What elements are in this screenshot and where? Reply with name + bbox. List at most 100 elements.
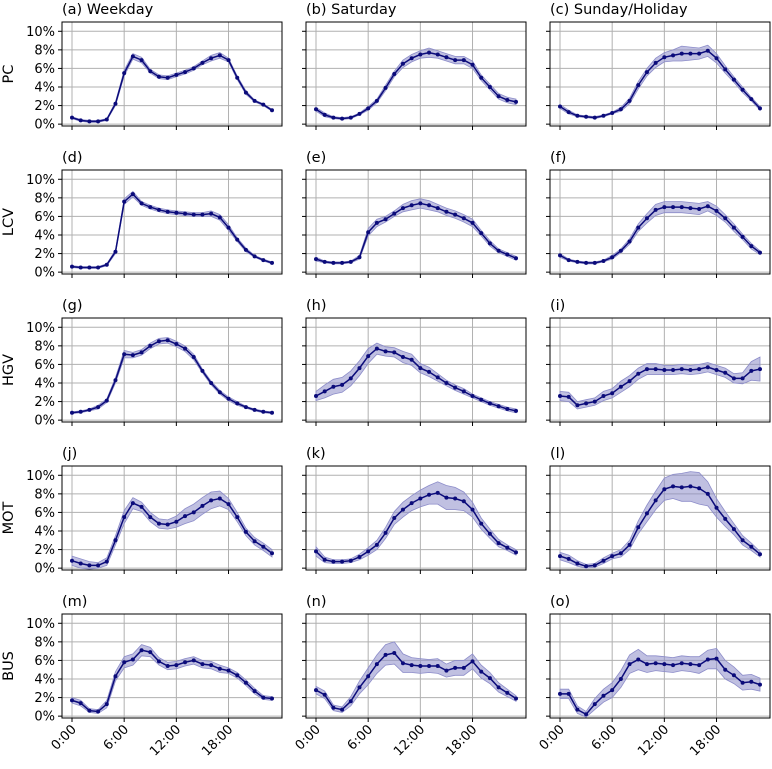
point [688,206,693,211]
point [444,668,449,673]
band [71,337,273,415]
point [479,75,484,80]
point [331,384,336,389]
point [618,551,623,556]
point [435,375,440,380]
point [78,409,83,414]
panel-title: (l) [550,446,565,462]
point [496,541,501,546]
y-tick-label: 10% [26,25,55,40]
point [679,367,684,372]
point [679,661,684,666]
y-tick-label: 0% [34,118,55,133]
point [322,692,327,697]
point [183,346,188,351]
point [461,216,466,221]
point [104,702,109,707]
point [261,409,266,414]
point [392,72,397,76]
point [348,558,353,563]
point [435,52,440,57]
point [235,237,240,242]
axes-frame [61,613,283,719]
point [322,259,327,264]
point [505,98,510,102]
axes-frame [305,21,527,127]
point [78,701,83,706]
y-tick-label: 0% [34,710,55,725]
point [340,382,345,387]
point [191,658,196,663]
band [71,190,273,269]
point [243,405,248,410]
point [496,685,501,690]
point [322,389,327,394]
point [252,254,257,259]
point [191,355,196,359]
point [331,260,336,265]
point [644,511,649,516]
point [671,53,676,58]
point [165,75,170,80]
point [209,56,214,61]
x-tick-label: 12:00 [391,722,428,759]
point [165,338,170,343]
point [496,404,501,409]
point [601,394,606,398]
point [705,48,710,53]
point [200,212,205,217]
point [731,673,736,678]
point [226,58,231,63]
point [688,51,693,56]
point [87,265,92,270]
point [217,390,222,395]
point [252,539,257,544]
band [559,201,761,265]
point [165,522,170,527]
point [705,491,710,496]
point [130,657,135,662]
point [479,231,484,236]
panel: 0% 2% 4% 6% 8% 10% (a) Weekday PC [1,2,283,133]
point [496,94,501,99]
axes-frame [305,465,527,571]
point [584,114,589,119]
point [688,368,693,372]
point [662,205,667,210]
point [130,192,135,197]
point [340,260,345,265]
point [714,368,719,372]
y-tick-label: 6% [34,358,55,373]
point [470,659,475,664]
point [731,225,736,230]
y-tick-label: 6% [34,62,55,77]
point [122,352,127,357]
panel: (e) [302,150,527,278]
point [270,410,274,415]
point [156,521,161,526]
point [575,403,580,408]
point [139,504,144,509]
point [740,87,745,92]
y-tick-label: 8% [34,43,55,58]
point [714,505,719,510]
point [714,56,719,61]
point [688,662,693,667]
point [392,211,397,216]
point [183,211,188,216]
point [87,708,92,713]
point [653,661,658,666]
point [470,220,475,225]
point [514,408,518,413]
point [627,662,632,667]
panel-title: (k) [306,446,326,462]
point [618,107,623,112]
point [70,558,74,563]
point [514,696,518,701]
x-tick-label: 6:00 [589,722,620,753]
point [374,98,379,103]
panel: (l) [546,446,771,574]
axes-frame [61,21,283,127]
panel: 0% 2% 4% 6% 8% 10% (j) MOT [1,446,283,577]
point [174,342,179,346]
